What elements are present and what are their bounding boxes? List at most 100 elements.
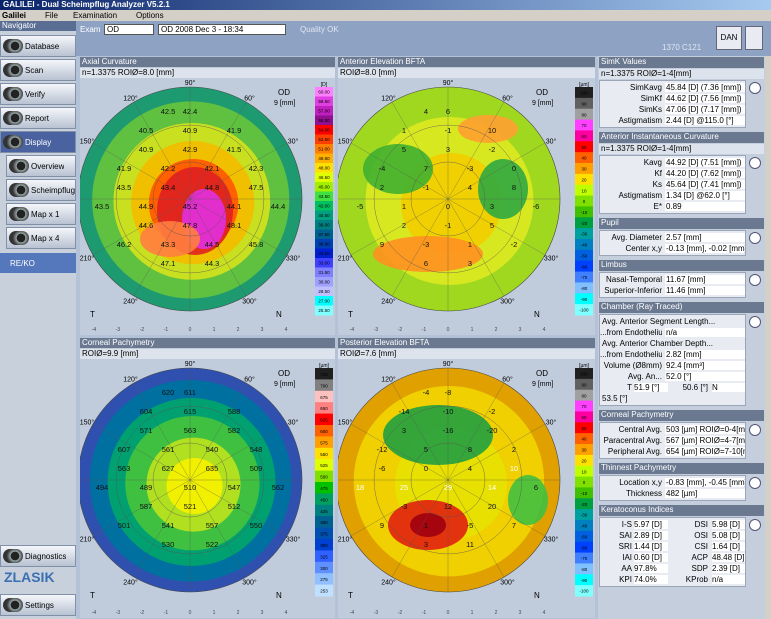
info-button[interactable] xyxy=(749,232,761,244)
angle-label: 210° xyxy=(80,536,94,544)
angle-label: 30° xyxy=(546,138,557,146)
nav-button[interactable]: Verify xyxy=(0,83,76,105)
menu-item[interactable]: Galilei xyxy=(2,11,27,20)
nav-label: Report xyxy=(25,114,50,123)
title-bar: GALILEI - Dual Scheimpflug Analyzer V5.2… xyxy=(0,0,771,10)
scale-cell xyxy=(575,422,593,434)
info-button[interactable] xyxy=(749,157,761,169)
map-value: 44.4 xyxy=(271,202,286,211)
nav-selected[interactable]: RE/KO xyxy=(0,253,76,273)
scale-cell xyxy=(575,228,593,240)
nav-icon xyxy=(3,598,23,612)
size-label: 9 [mm] xyxy=(274,100,295,107)
axis-tick: 0 xyxy=(189,327,192,333)
angle-label: 120° xyxy=(381,95,396,103)
map-value: 44.1 xyxy=(227,202,242,211)
nav-button[interactable]: Overview xyxy=(6,155,76,177)
scale-cell xyxy=(315,482,333,494)
map-spoke xyxy=(391,101,449,200)
scale-label: 350 xyxy=(320,543,328,548)
map-value: 550 xyxy=(250,521,263,530)
scale-cell xyxy=(315,573,333,586)
map-value: 521 xyxy=(184,502,197,511)
scale-label: 600 xyxy=(320,429,328,434)
map-view: 90° 120° 60° 150° 30° 210° 330° 240° 300° OD 9 [mm… xyxy=(338,79,595,335)
scale-label: -60 xyxy=(581,264,588,269)
scale-label: 325 xyxy=(320,554,328,559)
scale-cell xyxy=(575,433,593,445)
nav-button[interactable]: Map x 1 xyxy=(6,203,76,225)
scale-label: 25.50 xyxy=(318,308,330,313)
scale-label: 43.50 xyxy=(318,194,330,199)
menu-item[interactable]: File xyxy=(45,11,58,20)
scale-cell xyxy=(315,96,333,107)
scale-label: 20 xyxy=(581,458,587,463)
info-button[interactable] xyxy=(749,519,761,531)
scale-label: 51.00 xyxy=(318,147,330,152)
row-label: E* xyxy=(653,202,662,211)
section-subheader: n=1.3375 ROIØ=1-4[mm] xyxy=(599,144,764,154)
exam-dropdown[interactable]: OD 2008 Dec 3 - 18:34 xyxy=(158,24,286,35)
menu-item[interactable]: Examination xyxy=(73,11,118,20)
info-button[interactable] xyxy=(749,274,761,286)
nav-button[interactable]: Scheimpflug xyxy=(6,179,76,201)
scale-cell xyxy=(315,144,333,154)
scale-cell xyxy=(315,286,333,297)
map-edge xyxy=(338,86,561,312)
map-value: 43.5 xyxy=(95,202,110,211)
map-value: 5 xyxy=(402,145,406,154)
row-text: Avg. Anterior Segment Length... xyxy=(602,317,716,326)
map-value: 489 xyxy=(140,483,153,492)
info-button[interactable] xyxy=(749,82,761,94)
angle-label: 60° xyxy=(502,95,513,103)
row-value: 654 [µm] ROIØ=7-10[mm] xyxy=(665,447,745,456)
row-value: 52.0 [°] xyxy=(665,372,745,381)
map-view: 90° 120° 60° 150° 30° 210° 330° 240° 300° OD 9 [mm… xyxy=(80,79,335,335)
section-header: Anterior Instantaneous Curvature xyxy=(599,132,764,143)
scale-cell xyxy=(315,550,333,563)
map-value: 9 xyxy=(380,521,384,530)
nav-button[interactable]: Database xyxy=(0,35,76,57)
user-button[interactable]: DAN xyxy=(716,26,742,50)
map-value: 4 xyxy=(468,183,472,192)
eye-dropdown[interactable]: OD xyxy=(104,24,154,35)
nav-button[interactable]: Diagnostics xyxy=(0,545,76,567)
info-button[interactable] xyxy=(749,316,761,328)
map-value: 547 xyxy=(228,483,241,492)
quality-checkbox[interactable]: Quality OK xyxy=(300,25,339,34)
angle-label: 90° xyxy=(443,360,454,368)
angle-label: 30° xyxy=(546,419,557,427)
map-blob xyxy=(410,513,446,537)
menu-item[interactable]: Options xyxy=(136,11,164,20)
print-button[interactable] xyxy=(745,26,763,50)
scale-cell xyxy=(315,305,333,316)
angle-label: 300° xyxy=(242,578,257,586)
scale-cell xyxy=(575,239,593,251)
nav-button[interactable]: Display xyxy=(0,131,76,153)
nav-button[interactable]: Report xyxy=(0,107,76,129)
row-value: -0.83 [mm], -0.45 [mm] xyxy=(665,478,745,487)
row-value: 11.67 [mm] xyxy=(665,275,745,284)
info-button[interactable] xyxy=(749,424,761,436)
scale-cell xyxy=(575,465,593,478)
nav-button[interactable]: Map x 4 xyxy=(6,227,76,249)
scale-cell xyxy=(575,563,593,575)
info-button[interactable] xyxy=(749,477,761,489)
map-view: 90° 120° 60° 150° 30° 210° 330° 240° 300° OD 9 [mm… xyxy=(338,360,595,618)
scale-cell xyxy=(575,378,593,391)
zlasik-logo: ZLASIK xyxy=(4,569,55,585)
map-value: 42.1 xyxy=(205,164,220,173)
scale-label: 725 xyxy=(320,372,328,377)
scale-cell xyxy=(315,87,333,97)
scrollbar[interactable] xyxy=(765,56,771,619)
nav-button[interactable]: Settings xyxy=(0,594,76,616)
axis-tick: -4 xyxy=(92,327,97,333)
scale-label: 525 xyxy=(320,463,328,468)
nav-label: Scheimpflug xyxy=(31,186,76,195)
axis-tick: 2 xyxy=(237,610,240,616)
axis-tick: 1 xyxy=(213,610,216,616)
map-spoke xyxy=(189,382,247,481)
scale-cell xyxy=(315,504,333,517)
angle-label: 210° xyxy=(338,255,352,263)
nav-button[interactable]: Scan xyxy=(0,59,76,81)
